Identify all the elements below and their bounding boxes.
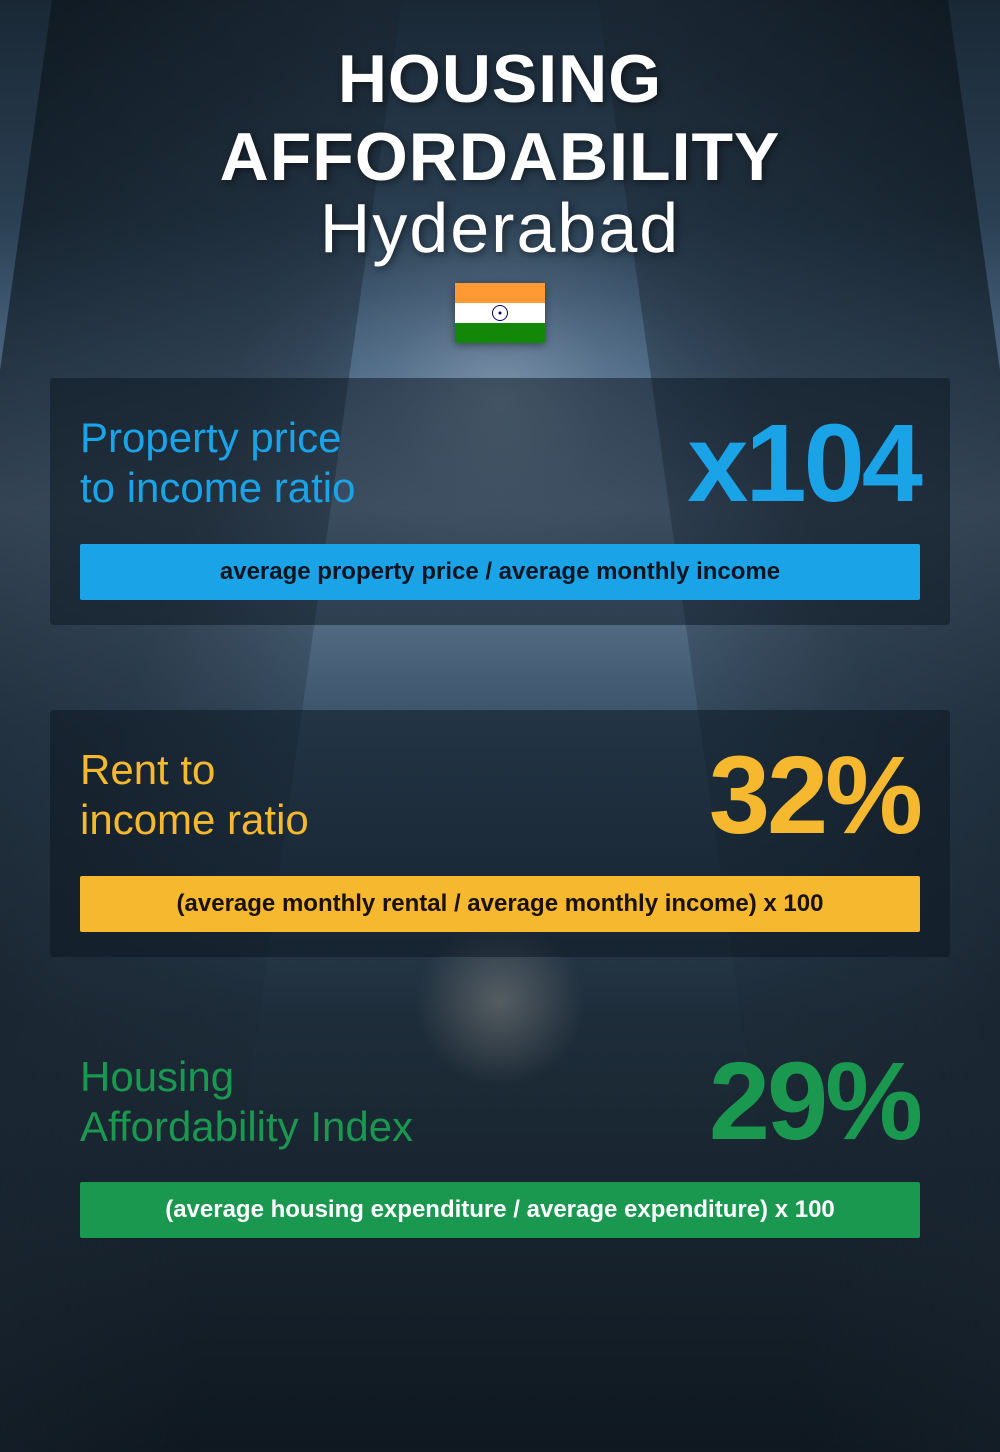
metric-value-rent: 32% xyxy=(709,746,920,845)
flag-stripe-saffron xyxy=(455,283,545,303)
flag-stripe-green xyxy=(455,323,545,343)
metric-label-text: Rent toincome ratio xyxy=(80,746,309,843)
metric-card-rent: Rent toincome ratio 32% (average monthly… xyxy=(50,710,950,957)
flag-chakra-icon xyxy=(492,305,508,321)
formula-bar-affordability: (average housing expenditure / average e… xyxy=(80,1182,920,1238)
metric-row: Rent toincome ratio 32% xyxy=(80,745,920,846)
main-title: HOUSING AFFORDABILITY xyxy=(50,40,950,196)
metric-value-property: x104 xyxy=(687,414,920,513)
metric-card-property-price: Property priceto income ratio x104 avera… xyxy=(50,378,950,625)
metric-row: HousingAffordability Index 29% xyxy=(80,1052,920,1153)
metric-label-text: HousingAffordability Index xyxy=(80,1053,413,1150)
metric-label-rent: Rent toincome ratio xyxy=(80,745,709,846)
metric-label-property: Property priceto income ratio xyxy=(80,413,687,514)
city-subtitle: Hyderabad xyxy=(50,188,950,268)
metric-value-affordability: 29% xyxy=(709,1052,920,1151)
header: HOUSING AFFORDABILITY Hyderabad xyxy=(50,40,950,348)
metric-label-text: Property priceto income ratio xyxy=(80,414,355,511)
metric-row: Property priceto income ratio x104 xyxy=(80,413,920,514)
formula-bar-rent: (average monthly rental / average monthl… xyxy=(80,876,920,932)
metric-label-affordability: HousingAffordability Index xyxy=(80,1052,709,1153)
content-container: HOUSING AFFORDABILITY Hyderabad Property… xyxy=(0,0,1000,1452)
metric-card-affordability: HousingAffordability Index 29% (average … xyxy=(50,1042,950,1264)
india-flag-icon xyxy=(455,283,545,343)
formula-bar-property: average property price / average monthly… xyxy=(80,544,920,600)
